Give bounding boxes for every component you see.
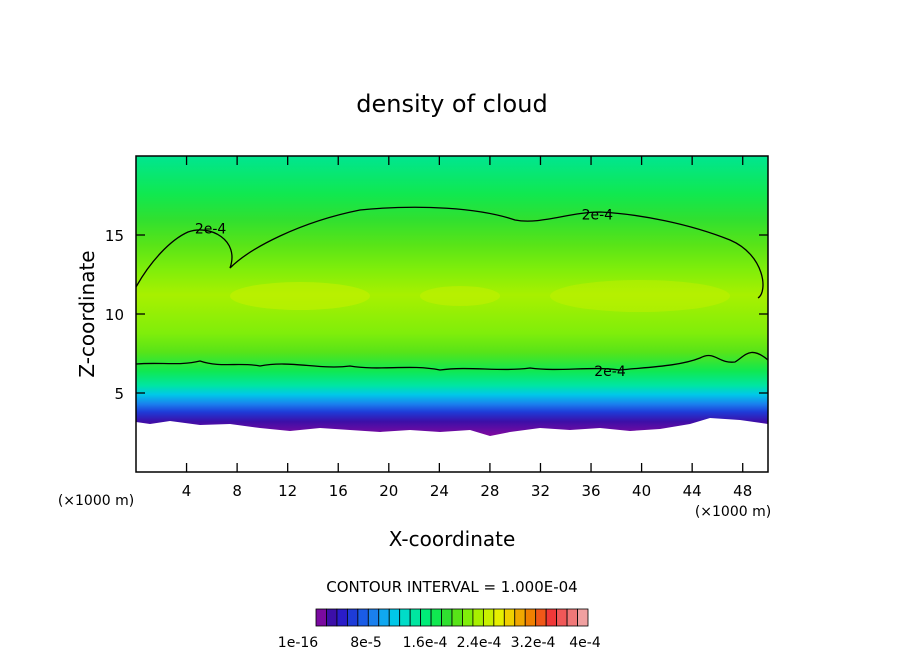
colorbar-swatch [482, 608, 495, 627]
colorbar-swatch [326, 608, 338, 627]
colorbar-swatch [451, 608, 463, 627]
y-axis-label: Z-coordinate [75, 250, 99, 377]
y-tick-label: 15 [105, 227, 124, 245]
x-tick-label: 48 [733, 482, 752, 500]
colorbar-swatch [367, 608, 380, 627]
x-tick-label: 28 [480, 482, 499, 500]
density-core [550, 280, 730, 312]
colorbar-swatch [346, 608, 359, 627]
contour-label: 2e-4 [195, 222, 227, 238]
y-tick-label: 10 [105, 306, 124, 324]
x-tick-label: 4 [182, 482, 192, 500]
x-tick-label: 24 [430, 482, 449, 500]
x-tick-label: 44 [683, 482, 702, 500]
density-core [230, 282, 370, 310]
x-tick-label: 32 [531, 482, 550, 500]
x-unit-label-right: (×1000 m) [695, 504, 771, 520]
contour-line-upper [136, 206, 764, 299]
colorbar-label: 3.2e-4 [511, 635, 556, 651]
x-unit-label-left: (×1000 m) [58, 493, 134, 509]
contour-label: 2e-4 [594, 364, 626, 380]
colorbar-swatch [388, 608, 401, 627]
density-core [420, 286, 500, 306]
x-tick-label: 8 [232, 482, 242, 500]
x-tick-label: 16 [329, 482, 348, 500]
chart-title: density of cloud [356, 90, 547, 118]
colorbar-swatch [535, 608, 547, 627]
colorbar-swatch [399, 608, 411, 627]
plot-area [136, 156, 768, 472]
colorbar-swatch [315, 608, 327, 627]
colorbar-swatch [514, 608, 526, 627]
x-axis-ticks: 4 8 12 16 20 24 28 32 36 40 44 48 [182, 156, 752, 500]
colorbar-swatch [545, 608, 558, 627]
x-tick-label: 36 [581, 482, 600, 500]
colorbar-swatch [577, 608, 589, 627]
colorbar-swatch [357, 608, 369, 627]
colorbar-swatch [378, 608, 390, 627]
x-tick-label: 12 [278, 482, 297, 500]
colorbar-swatch [409, 608, 422, 627]
colorbar [315, 608, 589, 627]
colorbar-label: 8e-5 [350, 635, 381, 651]
colorbar-label: 4e-4 [569, 635, 601, 651]
empty-region [136, 418, 768, 472]
y-axis-ticks: 5 10 15 [105, 227, 768, 403]
colorbar-swatch [336, 608, 348, 627]
colorbar-swatch [462, 608, 474, 627]
colorbar-swatch [524, 608, 537, 627]
colorbar-label: 1.6e-4 [403, 635, 448, 651]
colorbar-labels: 1e-16 8e-5 1.6e-4 2.4e-4 3.2e-4 4e-4 [278, 635, 601, 651]
colorbar-swatch [493, 608, 505, 627]
colorbar-label: 2.4e-4 [457, 635, 502, 651]
colorbar-swatch [430, 608, 442, 627]
contour-line-lower [136, 351, 768, 371]
contour-labels: 2e-4 2e-4 2e-4 [195, 207, 626, 380]
colorbar-swatch [556, 608, 568, 627]
colorbar-swatch [503, 608, 516, 627]
contour-label: 2e-4 [582, 207, 614, 223]
colorbar-swatch [441, 608, 453, 627]
x-tick-label: 20 [379, 482, 398, 500]
colorbar-swatch [566, 608, 578, 627]
contour-interval-text: CONTOUR INTERVAL = 1.000E-04 [326, 578, 577, 596]
colorbar-label: 1e-16 [278, 635, 318, 651]
y-tick-label: 5 [114, 385, 124, 403]
colorbar-swatch [420, 608, 432, 627]
x-axis-label: X-coordinate [389, 527, 516, 551]
colorbar-swatch [472, 608, 484, 627]
x-tick-label: 40 [632, 482, 651, 500]
